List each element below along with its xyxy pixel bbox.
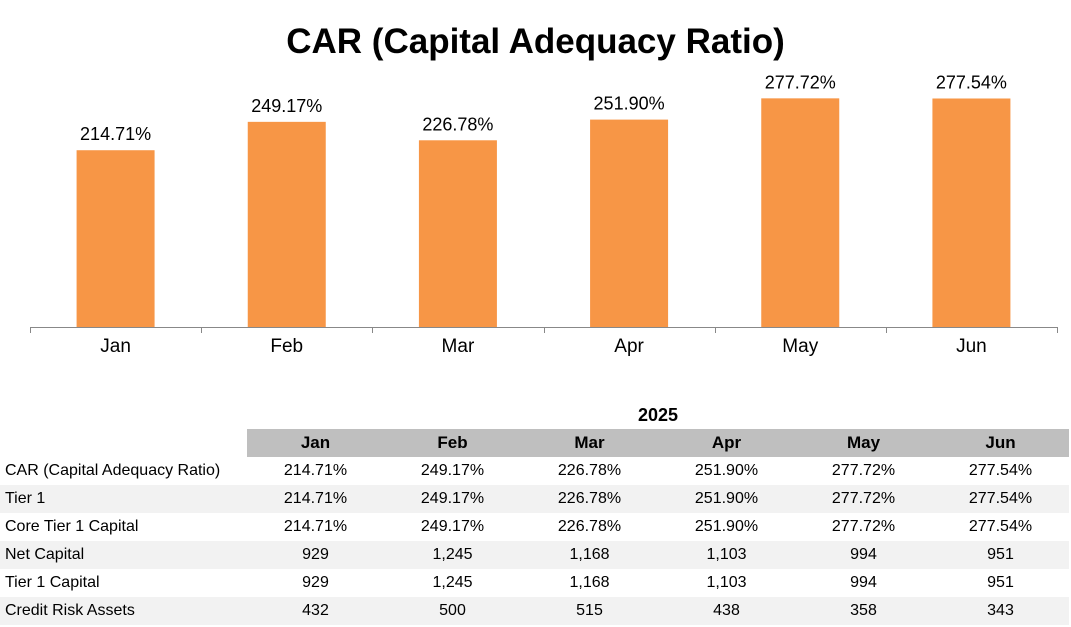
table-row: CAR (Capital Adequacy Ratio) 214.71% 249.1… <box>0 457 1069 485</box>
data-label: 277.72% <box>765 72 836 92</box>
data-label: 277.54% <box>936 72 1007 92</box>
table-cell: 214.71% <box>247 485 384 513</box>
table-row: Tier 1 214.71% 249.17% 226.78% 251.90% 277.72… <box>0 485 1069 513</box>
table-cell: 994 <box>795 541 932 569</box>
bar-feb <box>247 121 326 327</box>
table-cell: 249.17% <box>420 462 485 479</box>
table-cell: 951 <box>932 541 1069 569</box>
table-cell: 277.54% <box>932 485 1069 513</box>
table-cell: 929 <box>302 574 329 591</box>
table-cell: 214.71% <box>283 518 348 535</box>
table-cell: 1,103 <box>658 541 795 569</box>
category-label: Mar <box>442 336 475 357</box>
category-label: Feb <box>270 336 303 357</box>
bar-mar <box>418 140 497 327</box>
table-cell: 277.72% <box>795 485 932 513</box>
chart-title: CAR (Capital Adequacy Ratio) <box>286 22 785 61</box>
table-cell: 277.72% <box>831 462 896 479</box>
table-cell: 1,168 <box>569 574 610 591</box>
table-cell: 226.78% <box>557 462 622 479</box>
column-header: May <box>795 429 932 457</box>
table-cell: 249.17% <box>420 518 485 535</box>
category-label: Apr <box>614 336 644 357</box>
table-cell: 277.72% <box>831 518 896 535</box>
data-label: 214.71% <box>80 124 151 144</box>
row-label: Tier 1 Capital <box>5 574 100 591</box>
table-cell: 277.54% <box>968 462 1033 479</box>
table-cell: 438 <box>658 597 795 625</box>
table-cell: 251.90% <box>658 485 795 513</box>
table-header-row: Jan Feb Mar Apr May Jun <box>0 429 1069 457</box>
table-cell: 251.90% <box>694 462 759 479</box>
table-cell: 951 <box>987 574 1014 591</box>
table-row: Tier 1 Capital 929 1,245 1,168 1,103 994 951 <box>0 569 1069 597</box>
data-label: 249.17% <box>251 96 322 116</box>
column-header: Feb <box>384 429 521 457</box>
table-cell: 343 <box>932 597 1069 625</box>
table-cell: 515 <box>521 597 658 625</box>
category-label: Jun <box>956 336 987 357</box>
table-cell: 1,245 <box>432 574 473 591</box>
bar-jun <box>932 98 1011 327</box>
column-header: Mar <box>521 429 658 457</box>
table-row: Core Tier 1 Capital 214.71% 249.17% 226.78%… <box>0 513 1069 541</box>
table-cell: 994 <box>850 574 877 591</box>
bar-apr <box>590 119 669 328</box>
table-cell: 277.54% <box>968 518 1033 535</box>
table-row: Net Capital 929 1,245 1,168 1,103 994 951 <box>0 541 1069 569</box>
row-label: CAR (Capital Adequacy Ratio) <box>5 462 221 479</box>
bar-chart: 214.71% Jan 249.17% Feb 226.78% Mar 251.90% Apr… <box>30 72 1058 357</box>
table-cell: 358 <box>795 597 932 625</box>
bar-may <box>761 98 840 327</box>
column-header: Jan <box>247 429 384 457</box>
row-label: Net Capital <box>0 541 247 569</box>
data-label: 251.90% <box>594 94 665 114</box>
row-label: Core Tier 1 Capital <box>5 518 139 535</box>
table-cell: 1,245 <box>384 541 521 569</box>
table-row: Credit Risk Assets 432 500 515 438 358 343 <box>0 597 1069 625</box>
table-cell: 432 <box>247 597 384 625</box>
bar-jan <box>76 150 155 327</box>
capital-table: Jan Feb Mar Apr May Jun CAR (Capital Adequacy … <box>0 429 1069 625</box>
category-label: Jan <box>100 336 131 357</box>
data-label: 226.78% <box>422 114 493 134</box>
table-cell: 249.17% <box>384 485 521 513</box>
table-cell: 1,103 <box>706 574 747 591</box>
table-cell: 1,168 <box>521 541 658 569</box>
column-header: Jun <box>932 429 1069 457</box>
column-header: Apr <box>658 429 795 457</box>
table-cell: 226.78% <box>557 518 622 535</box>
table-year-header: 2025 <box>637 405 679 425</box>
table-cell: 251.90% <box>694 518 759 535</box>
row-label: Credit Risk Assets <box>0 597 247 625</box>
row-label: Tier 1 <box>0 485 247 513</box>
table-cell: 500 <box>384 597 521 625</box>
table-cell: 226.78% <box>521 485 658 513</box>
table-cell: 929 <box>247 541 384 569</box>
table-cell: 214.71% <box>283 462 348 479</box>
category-label: May <box>782 336 818 357</box>
